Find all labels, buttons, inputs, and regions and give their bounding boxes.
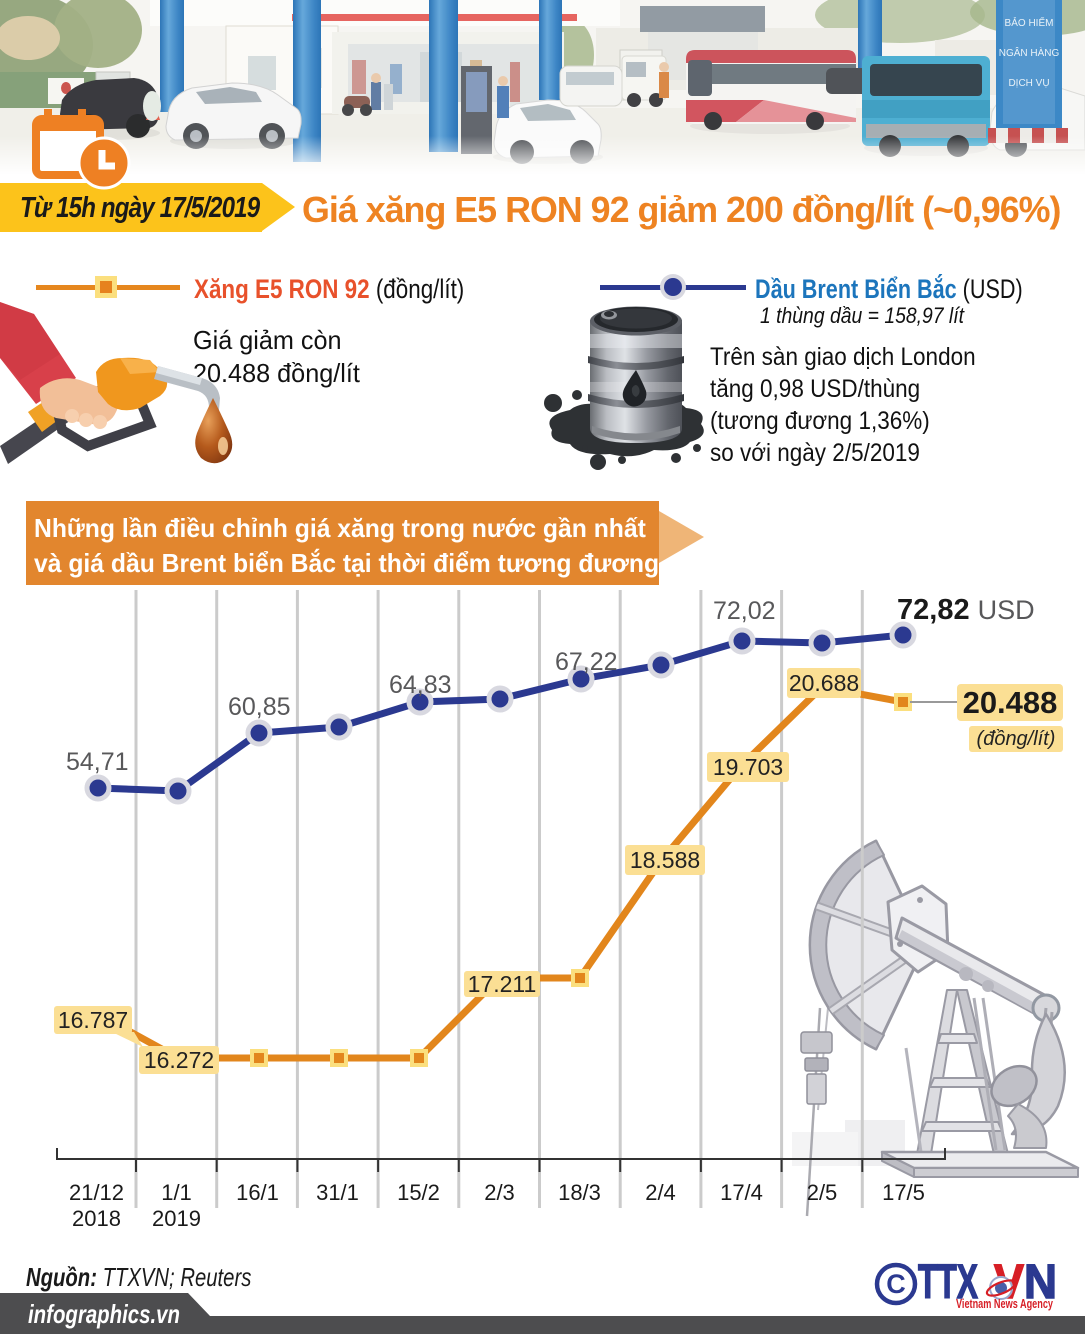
svg-text:DỊCH VỤ: DỊCH VỤ (1008, 78, 1049, 89)
svg-text:NGÂN HÀNG: NGÂN HÀNG (999, 46, 1060, 59)
svg-text:TTX: TTX (918, 1258, 978, 1309)
svg-text:infographics.vn: infographics.vn (28, 1299, 180, 1329)
svg-text:Vietnam News Agency: Vietnam News Agency (956, 1297, 1053, 1311)
svg-text:N: N (1024, 1258, 1057, 1309)
svg-text:C: C (886, 1269, 906, 1299)
svg-text:BẢO HIỂM: BẢO HIỂM (1005, 16, 1054, 29)
